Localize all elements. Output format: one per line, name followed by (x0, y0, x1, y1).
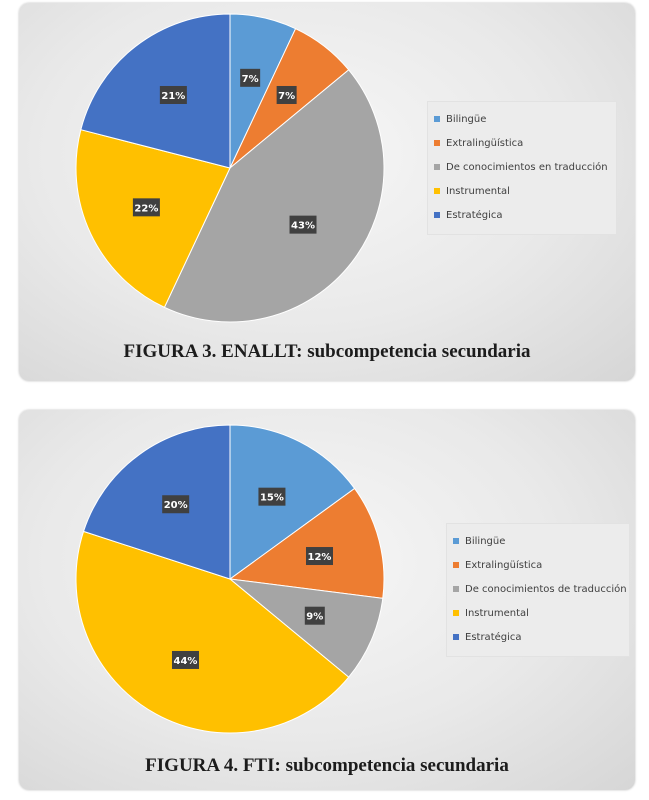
legend-item-estrategica: Estratégica (434, 208, 503, 222)
chart-panel-figure-4: 15% 12% 9% 44% 20% Bilingüe Extralingüística D… (19, 410, 635, 790)
pie-slice-estrategica (82, 424, 231, 580)
legend-label: Estratégica (465, 631, 522, 643)
data-label-group: 22% (132, 198, 160, 217)
legend-item-instrumental: Instrumental (434, 184, 510, 198)
legend-label: Bilingüe (465, 535, 506, 547)
legend-label: Bilingüe (446, 113, 487, 125)
data-label-background (132, 198, 160, 217)
data-label-background (304, 606, 325, 625)
figure-3-caption: FIGURA 3. ENALLT: subcompetencia secunda… (123, 341, 531, 362)
data-label-group: 44% (171, 650, 199, 669)
legend-swatch (434, 212, 440, 218)
data-label-background (159, 85, 187, 104)
legend-label: De conocimientos en traducción (446, 161, 608, 173)
legend-label: Extralingüística (446, 137, 524, 149)
pie-slice-estrategica (80, 13, 231, 169)
pie-slice-instrumental (75, 530, 350, 734)
legend-item-de-conocimientos-de-traduccion: De conocimientos de traducción (453, 582, 627, 596)
data-label-group: 21% (159, 85, 187, 104)
figure-4-caption: FIGURA 4. FTI: subcompetencia secundaria (145, 755, 509, 776)
legend-swatch (453, 586, 459, 592)
pie-slice-de-conocimientos-en-traduccion (163, 69, 385, 323)
legend-item-estrategica: Estratégica (453, 630, 522, 644)
legend-swatch (453, 538, 459, 544)
data-label-extralinguistica: 7% (278, 91, 295, 102)
data-label-de-conocimientos-de-traduccion: 9% (306, 612, 323, 623)
data-label-group: 20% (162, 495, 190, 514)
chart-panel-figure-3: 7% 7% 43% 22% 21% Bilingüe Extralingüística De… (19, 3, 635, 381)
pie-slice-bilingue (229, 424, 356, 580)
legend-figure-3: Bilingüe Extralingüística De conocimientos… (427, 101, 617, 235)
data-label-group: 7% (276, 85, 297, 104)
legend-item-bilingue: Bilingüe (453, 534, 505, 548)
data-label-group: 7% (240, 68, 261, 87)
legend-label: Extralingüística (465, 559, 543, 571)
data-label-instrumental: 44% (174, 656, 198, 667)
pie-slice-instrumental (75, 129, 231, 309)
legend-label: Instrumental (465, 607, 529, 619)
data-label-background (240, 68, 261, 87)
legend-item-extralinguistica: Extralingüística (434, 136, 523, 150)
legend-swatch (453, 610, 459, 616)
data-label-background (162, 495, 190, 514)
legend-item-instrumental: Instrumental (453, 606, 529, 620)
data-label-bilingue: 7% (242, 74, 259, 85)
legend-swatch (434, 164, 440, 170)
data-label-bilingue: 15% (260, 493, 284, 504)
legend-item-bilingue: Bilingüe (434, 112, 486, 126)
data-label-extralinguistica: 12% (308, 552, 332, 563)
data-label-background (276, 85, 297, 104)
data-label-background (289, 215, 317, 234)
legend-swatch (434, 116, 440, 122)
legend-swatch (434, 140, 440, 146)
legend-swatch (453, 634, 459, 640)
data-label-background (258, 487, 286, 506)
pie-chart-figure-3: 7% 7% 43% 22% 21% (75, 13, 385, 323)
legend-label: Instrumental (446, 185, 510, 197)
legend-label: De conocimientos de traducción (465, 583, 627, 595)
data-label-group: 12% (305, 547, 333, 566)
data-label-estrategica: 20% (164, 500, 188, 511)
data-label-background (171, 650, 199, 669)
legend-swatch (453, 562, 459, 568)
legend-label: Estratégica (446, 209, 503, 221)
legend-item-extralinguistica: Extralingüística (453, 558, 542, 572)
data-label-estrategica: 21% (161, 91, 185, 102)
data-label-de-conocimientos-en-traduccion: 43% (291, 221, 315, 232)
data-label-group: 43% (289, 215, 317, 234)
pie-chart-figure-4: 15% 12% 9% 44% 20% (75, 424, 385, 734)
pie-slice-extralinguistica (228, 487, 385, 599)
data-label-group: 15% (258, 487, 286, 506)
data-label-instrumental: 22% (134, 203, 158, 214)
legend-swatch (434, 188, 440, 194)
data-label-group: 9% (304, 606, 325, 625)
legend-item-de-conocimientos-en-traduccion: De conocimientos en traducción (434, 160, 608, 174)
data-label-background (305, 547, 333, 566)
pie-slice-de-conocimientos-de-traduccion (228, 578, 384, 678)
legend-figure-4: Bilingüe Extralingüística De conocimientos… (446, 523, 630, 657)
